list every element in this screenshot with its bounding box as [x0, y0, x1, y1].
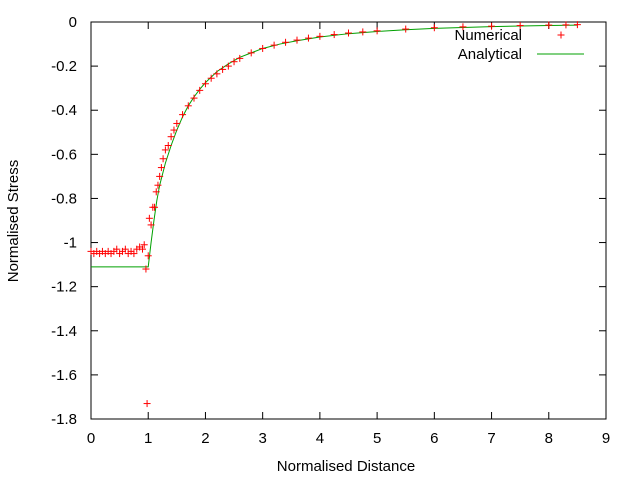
- y-tick-labels: 0 -0.2 -0.4 -0.6 -0.8 -1 -1.2 -1.4 -1.6 -1.8: [51, 14, 77, 428]
- data-point-numerical: [121, 245, 129, 253]
- legend-marker-numerical: [557, 31, 565, 39]
- data-point-numerical: [167, 133, 175, 141]
- legend-label-analytical: Analytical: [458, 46, 522, 63]
- x-tick-label: 6: [430, 430, 438, 447]
- y-tick-label: -0.8: [51, 190, 77, 207]
- plot-frame: [90, 21, 607, 420]
- x-tick-label: 4: [316, 430, 324, 447]
- data-point-numerical: [459, 23, 467, 31]
- data-point-numerical: [488, 22, 496, 30]
- data-point-numerical: [270, 41, 278, 49]
- data-point-numerical: [430, 24, 438, 32]
- data-point-numerical: [224, 62, 232, 70]
- data-point-numerical: [201, 80, 209, 88]
- data-point-numerical: [304, 34, 312, 42]
- data-point-numerical: [154, 181, 162, 189]
- data-point-numerical: [113, 245, 121, 253]
- data-point-numerical: [130, 250, 138, 258]
- y-tick-label: -0.4: [51, 102, 77, 119]
- data-point-numerical: [190, 94, 198, 102]
- x-tick-label: 5: [373, 430, 381, 447]
- data-point-numerical: [573, 21, 581, 29]
- data-point-numerical: [402, 25, 410, 33]
- y-tick-label: -0.6: [51, 146, 77, 163]
- data-point-numerical: [562, 21, 570, 29]
- x-tick-label: 9: [602, 430, 610, 447]
- data-point-numerical: [516, 22, 524, 30]
- y-tick-label: 0: [69, 14, 77, 31]
- data-point-numerical: [373, 27, 381, 35]
- data-point-numerical: [207, 74, 215, 82]
- y-tick-label: -1.2: [51, 279, 77, 296]
- x-tick-label: 0: [87, 430, 95, 447]
- legend-label-numerical: Numerical: [454, 27, 522, 44]
- data-point-numerical: [173, 119, 181, 127]
- data-point-numerical: [140, 241, 148, 249]
- data-point-numerical: [259, 44, 267, 52]
- data-point-numerical: [545, 21, 553, 29]
- y-tick-label: -1.8: [51, 411, 77, 428]
- data-point-numerical: [143, 400, 151, 408]
- data-point-numerical: [184, 102, 192, 110]
- data-point-numerical: [144, 252, 152, 260]
- legend: Numerical Analytical: [454, 27, 584, 63]
- y-tick-label: -1: [64, 235, 77, 252]
- data-point-numerical: [157, 164, 165, 172]
- data-point-numerical: [247, 49, 255, 57]
- data-point-numerical: [145, 214, 153, 222]
- data-point-numerical: [147, 221, 155, 229]
- y-axis-label: Normalised Stress: [5, 160, 22, 283]
- data-point-numerical: [236, 54, 244, 62]
- data-point-numerical: [316, 32, 324, 40]
- y-tick-label: -1.4: [51, 323, 77, 340]
- x-tick-label: 3: [258, 430, 266, 447]
- tick-marks: [90, 21, 607, 420]
- data-point-numerical: [230, 58, 238, 66]
- data-point-numerical: [293, 36, 301, 44]
- legend-plus-numerical: [557, 31, 565, 39]
- data-point-numerical: [142, 265, 150, 273]
- x-tick-label: 1: [144, 430, 152, 447]
- x-tick-labels: 0 1 2 3 4 5 6 7 8 9: [87, 430, 610, 447]
- x-axis-label: Normalised Distance: [277, 458, 415, 475]
- data-point-numerical: [345, 29, 352, 37]
- y-tick-label: -0.2: [51, 58, 77, 75]
- data-point-numerical: [164, 142, 172, 150]
- data-point-numerical: [213, 70, 221, 78]
- x-tick-label: 7: [487, 430, 495, 447]
- data-point-numerical: [330, 31, 338, 39]
- x-tick-label: 8: [545, 430, 553, 447]
- data-point-numerical: [359, 28, 367, 36]
- data-point-numerical: [196, 86, 204, 94]
- data-point-numerical: [151, 203, 159, 211]
- x-tick-label: 2: [201, 430, 209, 447]
- data-point-numerical: [159, 155, 167, 163]
- data-point-numerical: [219, 65, 227, 73]
- y-tick-label: -1.6: [51, 367, 77, 384]
- data-point-numerical: [179, 111, 187, 119]
- data-point-numerical: [170, 126, 178, 134]
- data-point-numerical: [139, 245, 146, 253]
- data-point-numerical: [152, 188, 160, 196]
- series-layer: [87, 21, 581, 408]
- data-point-numerical: [282, 38, 290, 46]
- data-point-numerical: [156, 172, 164, 180]
- data-point-numerical: [161, 146, 169, 154]
